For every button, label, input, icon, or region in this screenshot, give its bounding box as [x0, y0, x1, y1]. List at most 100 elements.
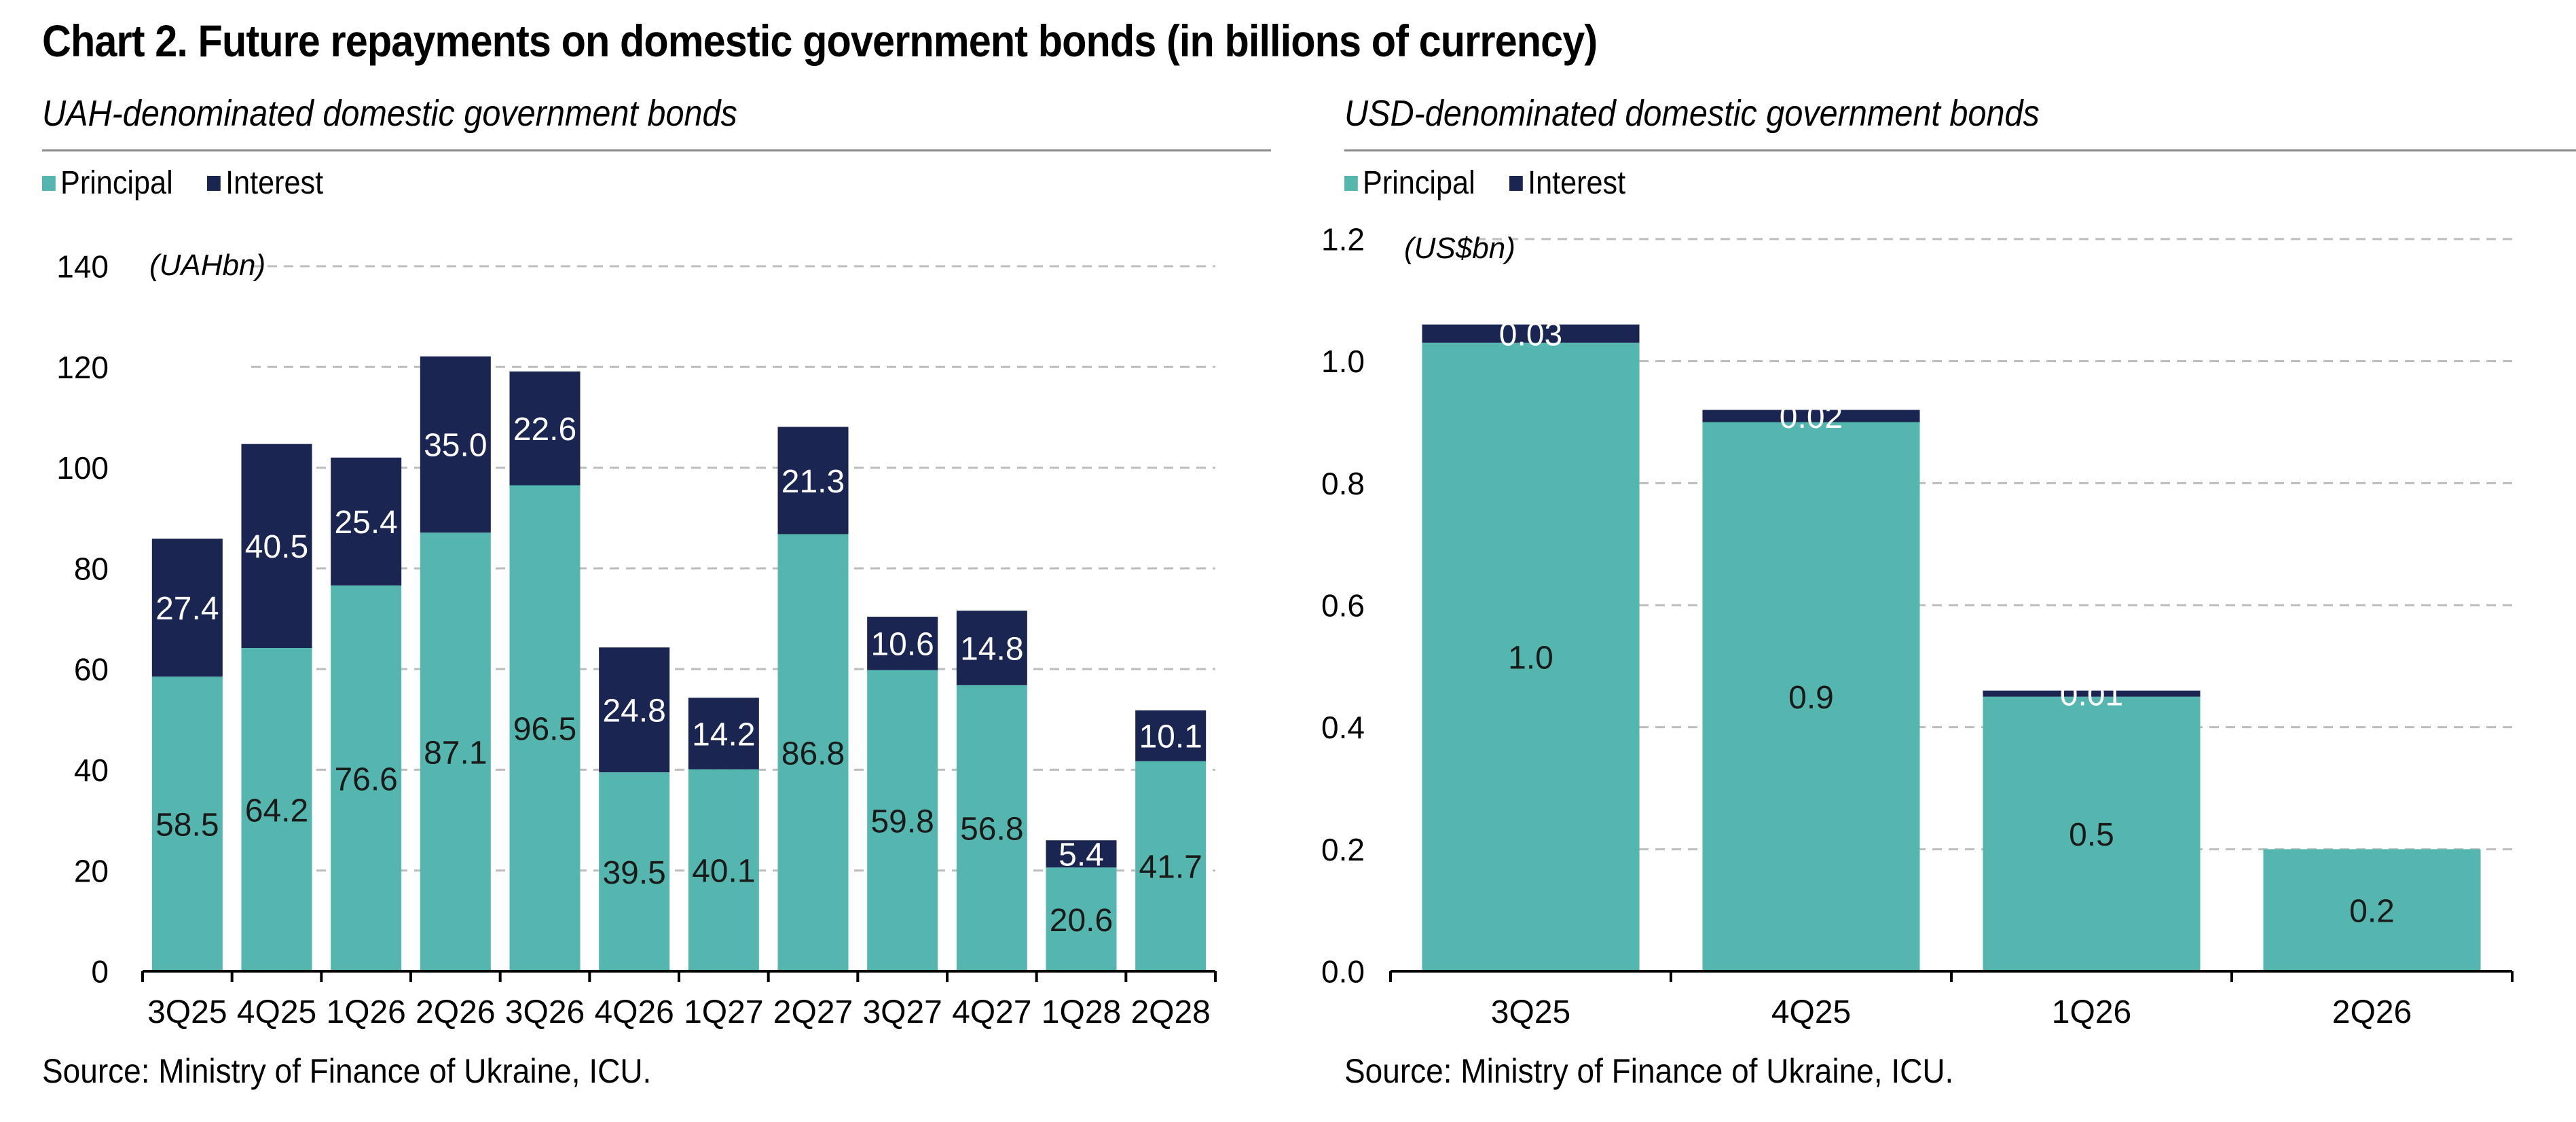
bar-interest [777, 427, 849, 535]
y-tick-label: 0 [91, 954, 109, 990]
data-label-principal: 58.5 [155, 807, 219, 843]
x-tick-label: 2Q26 [416, 994, 495, 1030]
x-tick-label: 1Q26 [326, 994, 405, 1030]
legend-label-principal: Principal [60, 165, 173, 201]
left-panel-title: UAH-denominated domestic government bond… [42, 93, 737, 134]
bar-principal [777, 534, 849, 971]
x-tick-label: 4Q27 [952, 994, 1031, 1030]
y-tick-label: 20 [74, 853, 109, 888]
x-tick-label: 3Q25 [1491, 994, 1570, 1030]
data-label-interest: 0.02 [1780, 399, 1843, 435]
data-label-principal: 56.8 [960, 812, 1023, 848]
data-label-principal: 96.5 [513, 712, 576, 748]
y-tick-label: 0.4 [1321, 710, 1365, 745]
data-label-principal: 1.0 [1508, 640, 1553, 676]
legend-item-principal: Principal [42, 164, 173, 202]
x-tick-label: 1Q27 [684, 994, 763, 1030]
right-panel-title: USD-denominated domestic government bond… [1344, 93, 2040, 134]
legend-swatch-principal [42, 175, 56, 191]
bar-interest [867, 617, 938, 670]
data-label-principal: 39.5 [602, 855, 665, 891]
left-source-note: Source: Ministry of Finance of Ukraine, … [42, 1052, 652, 1090]
data-label-interest: 40.5 [245, 529, 308, 565]
x-tick-label: 4Q25 [237, 994, 316, 1030]
chart-title: Chart 2. Future repayments on domestic g… [42, 16, 1598, 66]
x-tick-label: 2Q27 [773, 994, 853, 1030]
bar-interest [509, 371, 581, 486]
bar-interest [1046, 840, 1117, 868]
y-tick-label: 140 [56, 249, 109, 285]
bar-principal [420, 532, 491, 971]
x-tick-label: 1Q28 [1042, 994, 1121, 1030]
data-label-principal: 41.7 [1139, 850, 1202, 886]
bar-principal [688, 769, 759, 971]
unit-label: (UAHbn) [149, 249, 265, 282]
data-label-interest: 10.6 [870, 627, 934, 663]
bar-principal [241, 648, 312, 971]
legend-swatch-interest [207, 175, 221, 191]
data-label-principal: 20.6 [1050, 903, 1113, 939]
bar-interest [1422, 324, 1640, 343]
data-label-interest: 22.6 [513, 412, 576, 448]
x-tick-label: 2Q28 [1130, 994, 1210, 1030]
x-tick-label: 3Q25 [147, 994, 227, 1030]
y-tick-label: 0.6 [1321, 588, 1365, 623]
data-label-interest: 21.3 [781, 464, 845, 500]
unit-label: (US$bn) [1404, 232, 1515, 265]
bar-interest [599, 647, 670, 773]
bar-interest [1702, 410, 1920, 422]
bar-principal [1422, 342, 1640, 971]
x-tick-label: 4Q25 [1771, 994, 1851, 1030]
bar-interest [688, 698, 759, 770]
bar-principal [1135, 761, 1207, 971]
data-label-interest: 10.1 [1139, 719, 1202, 755]
bar-principal [956, 685, 1027, 971]
x-tick-label: 1Q26 [2052, 994, 2131, 1030]
y-tick-label: 40 [74, 753, 109, 788]
bar-principal [2263, 849, 2481, 971]
bar-principal [331, 585, 402, 971]
x-tick-label: 3Q27 [862, 994, 942, 1030]
data-label-interest: 14.8 [960, 631, 1023, 667]
bar-principal [151, 676, 223, 971]
left-legend: Principal Interest [42, 164, 358, 202]
data-label-interest: 5.4 [1059, 837, 1104, 873]
y-tick-label: 0.2 [1321, 832, 1365, 867]
uah-chart: 0 20 40 60 80 100 120 140 (UAHbn) 58.5 27.4 3Q25 64.… [56, 249, 1217, 1030]
bar-interest [151, 539, 223, 677]
y-tick-label: 1.0 [1321, 344, 1365, 379]
data-label-principal: 86.8 [781, 736, 845, 772]
usd-chart: 0.0 0.2 0.4 0.6 0.8 1.0 1.2 (US$bn) 1.0 0.03 3Q25 0… [1321, 222, 2514, 1030]
data-label-interest: 14.2 [692, 717, 755, 753]
y-tick-label: 1.2 [1321, 222, 1365, 257]
y-tick-label: 60 [74, 652, 109, 687]
x-tick-label: 4Q26 [594, 994, 674, 1030]
legend-label-interest: Interest [1528, 165, 1626, 201]
right-legend: Principal Interest [1344, 164, 1660, 202]
bar-interest [331, 457, 402, 586]
legend-item-interest: Interest [1509, 164, 1625, 202]
bar-principal [599, 772, 670, 971]
data-label-principal: 0.9 [1788, 680, 1834, 716]
data-label-principal: 40.1 [692, 854, 755, 890]
legend-label-principal: Principal [1363, 165, 1475, 201]
data-label-interest: 0.03 [1499, 317, 1562, 353]
bar-interest [241, 444, 312, 649]
legend-label-interest: Interest [225, 165, 324, 201]
y-tick-label: 120 [56, 350, 109, 385]
left-title-rule [42, 149, 1271, 151]
y-tick-label: 0.8 [1321, 466, 1365, 501]
data-label-interest: 0.01 [2060, 677, 2123, 713]
data-label-interest: 35.0 [424, 428, 487, 464]
bar-interest [1135, 710, 1207, 761]
right-source-note: Source: Ministry of Finance of Ukraine, … [1344, 1052, 1954, 1090]
x-tick-label: 3Q26 [505, 994, 585, 1030]
x-tick-label: 2Q26 [2332, 994, 2412, 1030]
bar-principal [1983, 696, 2201, 971]
data-label-principal: 59.8 [870, 804, 934, 840]
bar-principal [1046, 867, 1117, 971]
legend-item-interest: Interest [207, 164, 323, 202]
data-label-interest: 27.4 [155, 591, 219, 627]
legend-item-principal: Principal [1344, 164, 1475, 202]
y-tick-label: 80 [74, 551, 109, 586]
